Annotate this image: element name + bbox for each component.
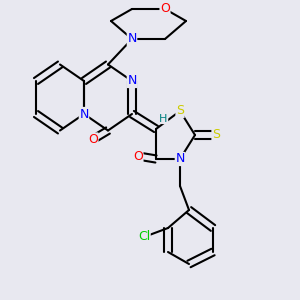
Text: N: N: [79, 107, 89, 121]
Text: Cl: Cl: [138, 230, 150, 244]
Text: O: O: [160, 2, 170, 16]
Text: S: S: [212, 128, 220, 142]
Text: O: O: [88, 133, 98, 146]
Text: H: H: [159, 113, 168, 124]
Text: N: N: [175, 152, 185, 166]
Text: N: N: [127, 32, 137, 46]
Text: S: S: [176, 104, 184, 118]
Text: N: N: [127, 74, 137, 88]
Text: O: O: [133, 149, 143, 163]
